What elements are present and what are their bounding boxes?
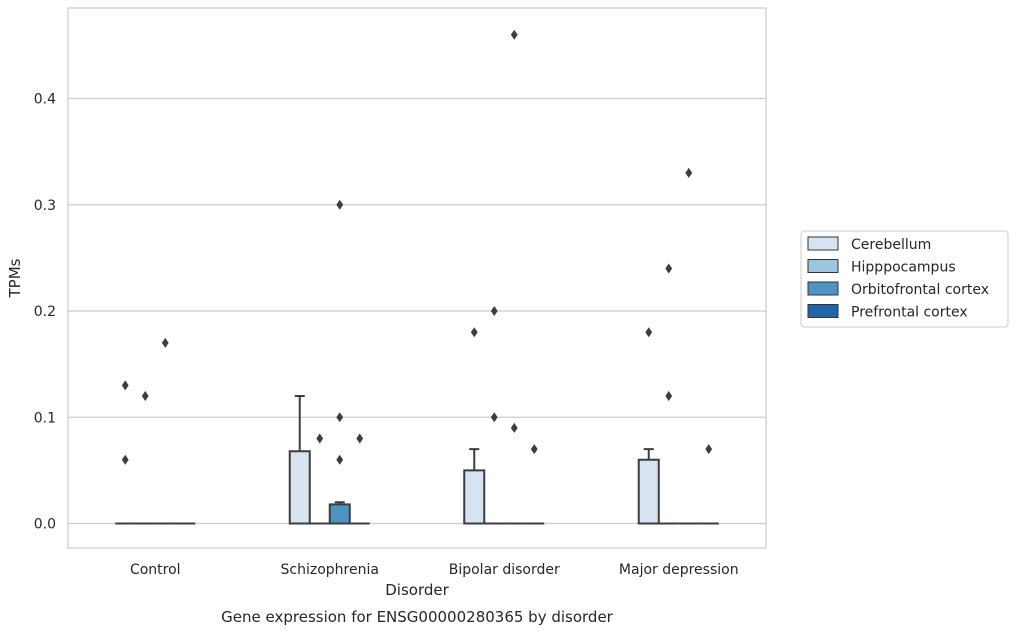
outlier-point	[336, 412, 344, 423]
y-tick-label: 0.3	[34, 198, 56, 214]
outlier-point	[161, 337, 169, 348]
box	[328, 503, 351, 525]
box	[637, 458, 660, 525]
outlier-point	[665, 391, 673, 401]
outlier-point	[490, 412, 498, 423]
plot-area-frame	[67, 7, 767, 549]
box-plot-series	[115, 395, 719, 525]
outlier-point	[121, 380, 129, 391]
outlier-point	[510, 29, 518, 40]
legend-label: Hipppocampus	[851, 260, 956, 276]
outlier-point	[336, 454, 344, 465]
outlier-point	[141, 391, 149, 401]
y-tick-label: 0.0	[34, 517, 56, 533]
legend-swatch	[807, 304, 839, 318]
y-tick-label: 0.4	[34, 92, 56, 108]
x-tick-label: Schizophrenia	[281, 562, 379, 578]
outlier-point	[121, 454, 129, 465]
outlier-point	[530, 444, 538, 455]
outlier-point	[645, 327, 653, 338]
y-axis-label: TPMs	[6, 258, 24, 298]
box	[463, 469, 486, 525]
legend-swatch	[807, 236, 839, 251]
x-tick-label: Major depression	[619, 562, 739, 578]
grid-lines	[68, 97, 766, 525]
chart-title: Gene expression for ENSG00000280365 by d…	[221, 608, 614, 626]
box	[288, 450, 311, 525]
x-tick-labels: Control Schizophrenia Bipolar disorder Majo…	[130, 562, 739, 578]
x-tick-label: Control	[130, 562, 181, 578]
y-tick-label: 0.1	[34, 410, 56, 426]
legend-frame	[800, 230, 1009, 328]
y-tick-label: 0.2	[34, 304, 56, 320]
outlier-point	[685, 167, 693, 178]
y-tick-labels: 0.0 0.1 0.2 0.3 0.4	[34, 92, 56, 533]
outlier-point	[490, 306, 498, 316]
outlier-point	[665, 263, 673, 274]
x-tick-label: Bipolar disorder	[449, 562, 560, 578]
outlier-points	[121, 29, 713, 465]
legend-swatch	[807, 281, 839, 296]
outlier-point	[510, 422, 518, 433]
legend-label: Cerebellum	[851, 237, 931, 253]
legend: Cerebellum Hipppocampus Orbitofrontal cort…	[800, 230, 1009, 328]
outlier-point	[705, 444, 713, 455]
outlier-point	[470, 327, 478, 338]
legend-label: Orbitofrontal cortex	[851, 282, 989, 298]
x-axis-label: Disorder	[385, 581, 449, 599]
outlier-point	[316, 433, 324, 444]
legend-label: Prefrontal cortex	[851, 305, 968, 321]
outlier-point	[336, 199, 344, 210]
outlier-point	[356, 433, 364, 444]
legend-swatch	[807, 259, 839, 273]
